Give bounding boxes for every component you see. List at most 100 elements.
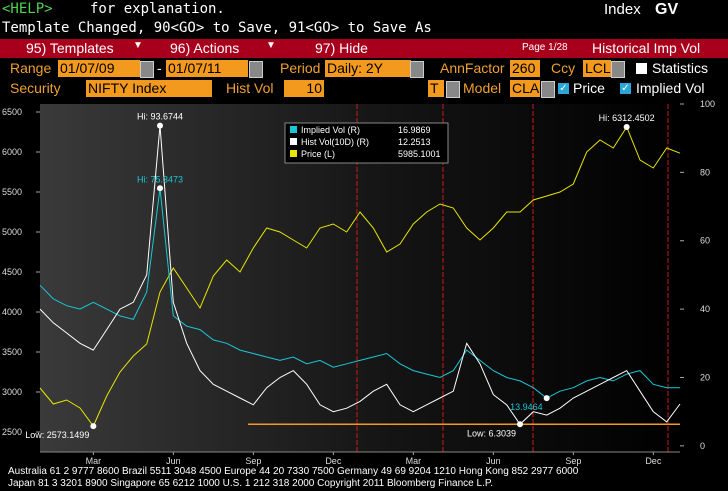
year-label: 201	[672, 465, 687, 466]
annfactor-field[interactable]: 260	[510, 60, 540, 77]
price-checkbox[interactable]: ✓	[558, 83, 569, 94]
x-tick-label: Sep	[565, 456, 581, 466]
dropdown-icon[interactable]	[541, 81, 555, 98]
histvol-field[interactable]: 10	[284, 80, 324, 97]
value-label: Hi: 75.3473	[137, 174, 183, 184]
legend-name: Implied Vol (R)	[301, 125, 360, 135]
year-label: 2009	[190, 465, 210, 466]
point-marker	[90, 423, 97, 430]
actions-menu[interactable]: 96) Actions	[170, 40, 240, 56]
legend-swatch	[290, 126, 297, 133]
statistics-label: Statistics	[652, 60, 709, 76]
security-row: Security NIFTY Index Hist Vol 10 T Model…	[0, 80, 728, 98]
series-line	[39, 125, 681, 426]
calendar-icon[interactable]	[140, 61, 154, 78]
help-key[interactable]: <HELP>	[2, 1, 53, 17]
y2-tick-label: 0	[700, 441, 705, 451]
period-field[interactable]: Daily: 2Y	[325, 60, 411, 77]
legend-name: Price (L)	[301, 149, 335, 159]
legend-name: Hist Vol(10D) (R)	[301, 137, 369, 147]
value-label: Hi: 93.6744	[137, 112, 183, 122]
statistics-checkbox[interactable]	[636, 63, 647, 74]
security-field[interactable]: NIFTY Index	[86, 80, 212, 97]
screen-name: Historical Imp Vol	[592, 40, 701, 56]
templates-menu[interactable]: 95) Templates	[26, 40, 114, 56]
y-tick-label: 6500	[2, 107, 22, 117]
x-tick-label: Jun	[486, 456, 501, 466]
point-marker	[517, 421, 523, 428]
y2-tick-label: 80	[700, 167, 710, 177]
menu-bar: 95) Templates ▼ 96) Actions ▼ 97) Hide P…	[0, 39, 728, 58]
range-label: Range	[10, 60, 52, 76]
function-code: GV	[655, 1, 679, 18]
end-date[interactable]: 01/07/11	[166, 60, 248, 77]
chart: 2500 3000 3500 4000 4500 5000 5500 6000 6500 0 20 4…	[2, 99, 715, 466]
security-label: Security	[10, 80, 61, 96]
implied-toggle-label: Implied Vol	[636, 80, 705, 96]
period-label: Period	[280, 60, 321, 76]
x-tick-label: Jun	[166, 456, 181, 466]
security-type: Index	[604, 1, 641, 18]
y-tick-label: 4000	[2, 307, 22, 317]
legend-swatch	[290, 138, 297, 145]
model-field[interactable]: CLA	[510, 80, 540, 97]
y2-tick-label: 100	[700, 99, 715, 109]
year-label: 2010	[497, 465, 517, 466]
x-tick-label: Mar	[406, 456, 422, 466]
legend-box	[284, 122, 449, 164]
dropdown-arrow: ▼	[266, 40, 276, 51]
point-marker	[543, 395, 550, 402]
legend-value: 12.2513	[398, 137, 431, 147]
value-label: 13.9464	[510, 402, 543, 412]
value-label: Low: 2573.1499	[25, 430, 89, 440]
x-tick-label: Dec	[645, 456, 662, 466]
point-marker	[157, 185, 163, 192]
x-tick-label: Sep	[245, 456, 261, 466]
help-text: for explanation.	[90, 1, 225, 17]
y2-tick-label: 20	[700, 372, 710, 382]
hide-button[interactable]: 97) Hide	[315, 40, 368, 56]
x-tick-label: Mar	[86, 456, 102, 466]
annfactor-label: AnnFactor	[440, 60, 505, 76]
value-label: Hi: 6312.4502	[599, 113, 655, 123]
dropdown-icon[interactable]	[446, 81, 460, 98]
series-line	[39, 125, 681, 428]
y-tick-label: 6000	[2, 147, 22, 157]
calendar-icon[interactable]	[249, 61, 263, 78]
legend-value: 16.9869	[398, 125, 431, 135]
histvol-label: Hist Vol	[226, 80, 274, 96]
legend: Implied Vol (R) 16.9869 Hist Vol(10D) (R) 1…	[284, 122, 449, 164]
y-tick-label: 2500	[2, 427, 22, 437]
x-tick-label: Dec	[325, 456, 342, 466]
point-marker	[623, 124, 630, 131]
t-field[interactable]: T	[428, 80, 444, 97]
y-tick-label: 4500	[2, 267, 22, 277]
y2-tick-label: 40	[700, 304, 710, 314]
dash: -	[157, 60, 162, 76]
point-marker	[157, 122, 163, 129]
legend-swatch	[290, 150, 297, 157]
message-row: Template Changed, 90<GO> to Save, 91<GO>…	[0, 20, 728, 39]
dropdown-icon[interactable]	[611, 61, 625, 78]
footer: Australia 61 2 9777 8600 Brazil 5511 304…	[0, 466, 728, 491]
y2-tick-label: 60	[700, 236, 710, 246]
options-row: Range 01/07/09 - 01/07/11 Period Daily: …	[0, 60, 728, 78]
y-tick-label: 5500	[2, 187, 22, 197]
y-tick-label: 3000	[2, 387, 22, 397]
header-row: <HELP> for explanation. Index GV	[0, 1, 728, 20]
start-date[interactable]: 01/07/09	[58, 60, 140, 77]
implied-checkbox[interactable]: ✓	[620, 83, 631, 94]
dropdown-arrow: ▼	[133, 40, 143, 51]
dropdown-icon[interactable]	[410, 61, 424, 78]
ccy-field[interactable]: LCL	[583, 60, 611, 77]
page-indicator: Page 1/28	[522, 42, 568, 53]
series-line	[39, 188, 681, 399]
price-toggle-label: Price	[573, 80, 605, 96]
footer-line: Australia 61 2 9777 8600 Brazil 5511 304…	[8, 466, 579, 477]
legend-value: 5985.1001	[398, 149, 441, 159]
ccy-label: Ccy	[551, 60, 576, 76]
message: Template Changed, 90<GO> to Save, 91<GO>…	[2, 20, 432, 36]
footer-line: Japan 81 3 3201 8900 Singapore 65 6212 1…	[8, 478, 493, 489]
model-label: Model	[463, 80, 502, 96]
